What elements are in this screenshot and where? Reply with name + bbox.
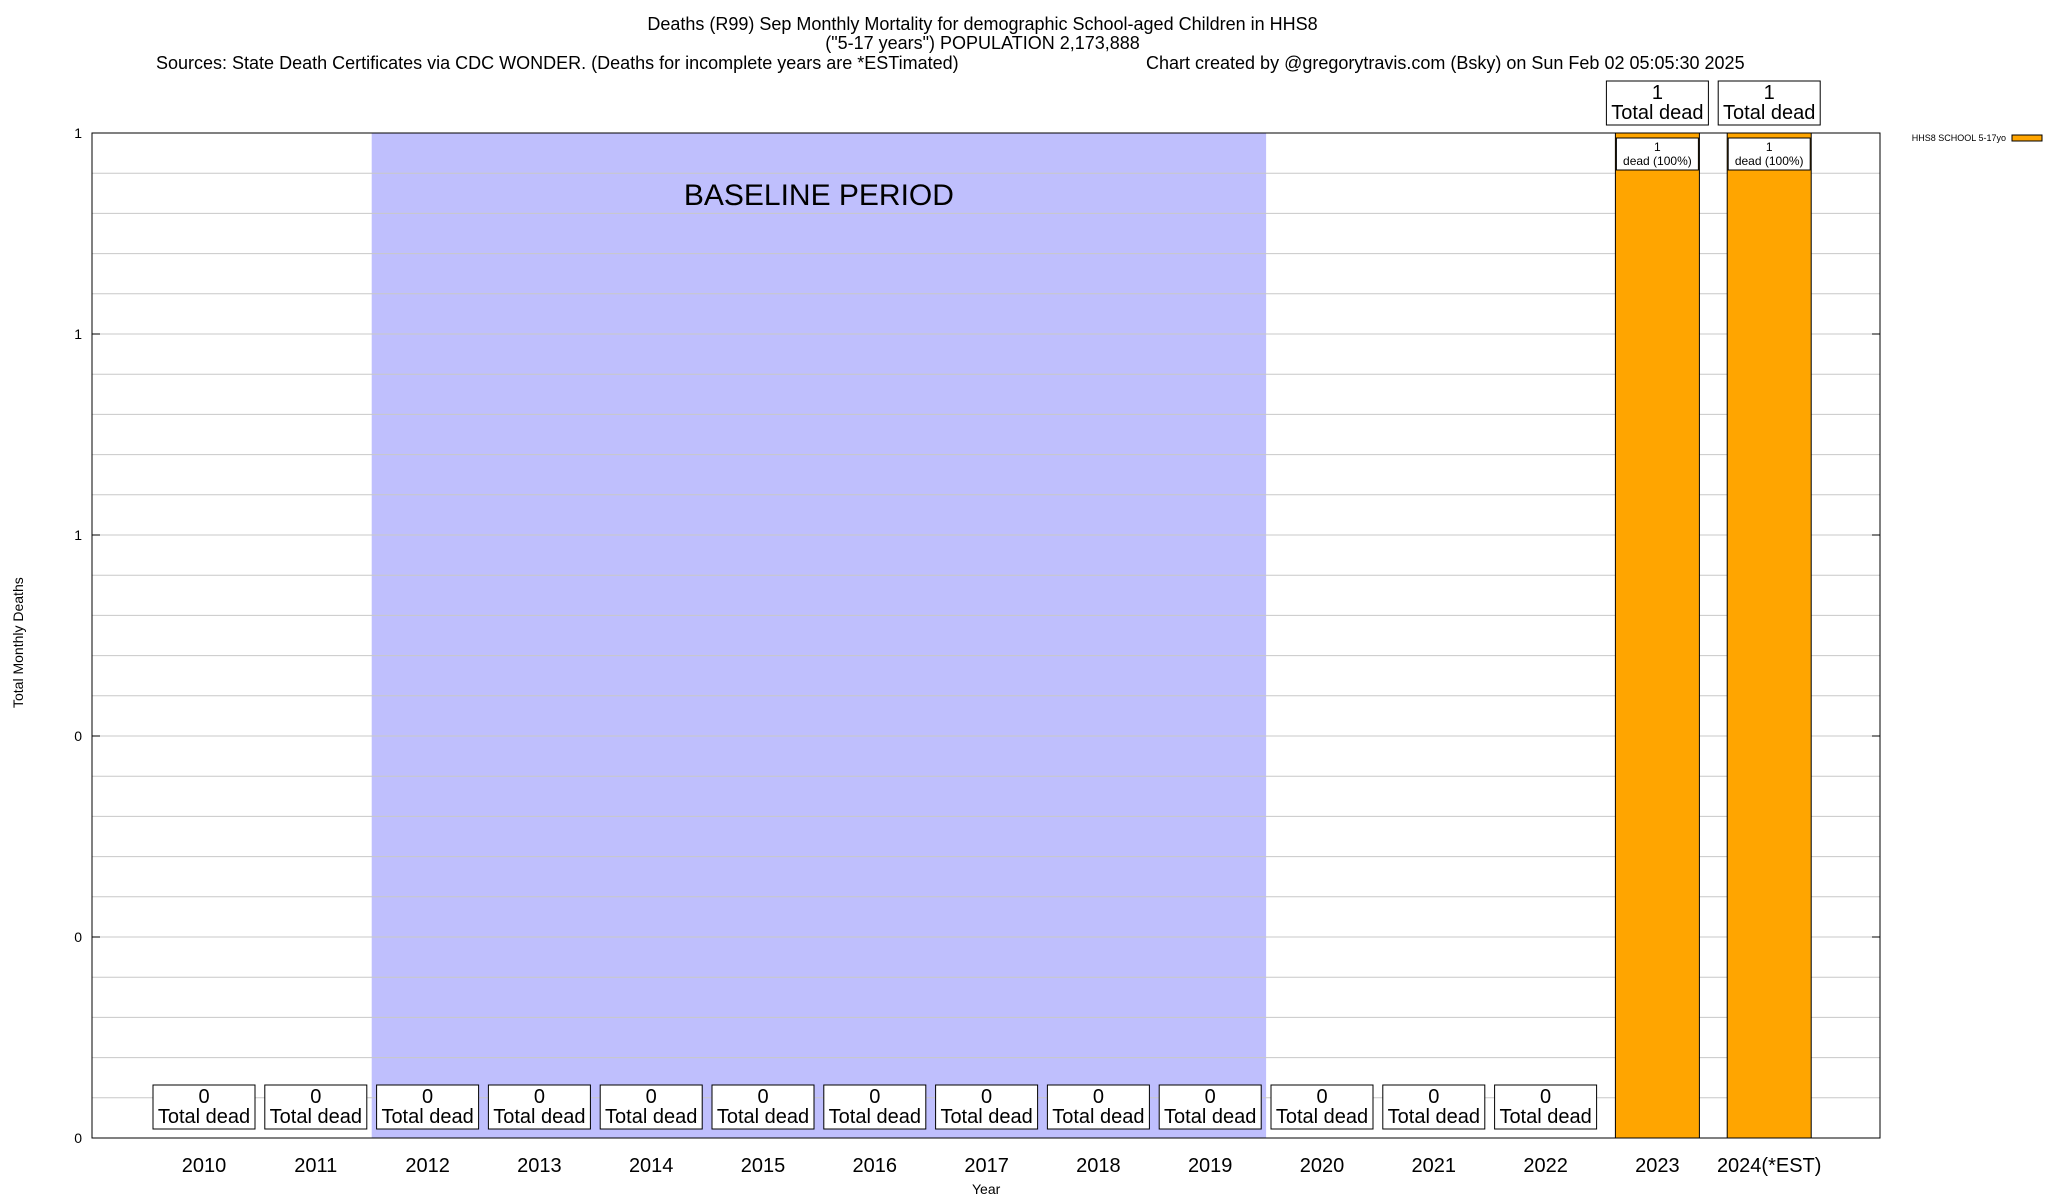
total-label-value: 1 — [1764, 82, 1775, 104]
total-label-text: Total dead — [1611, 102, 1703, 124]
x-tick-label: 2017 — [964, 1155, 1009, 1177]
chart-subtitle: ("5-17 years") POPULATION 2,173,888 — [825, 33, 1140, 53]
legend-label: HHS8 SCHOOL 5-17yo — [1912, 133, 2006, 143]
total-label-text: Total dead — [605, 1106, 697, 1128]
legend-swatch — [2011, 134, 2043, 142]
x-tick-label: 2024(*EST) — [1717, 1155, 1822, 1177]
x-tick-label: 2014 — [629, 1155, 674, 1177]
x-tick-label: 2022 — [1523, 1155, 1568, 1177]
total-label-value: 0 — [1316, 1086, 1327, 1108]
total-label-box — [487, 1084, 591, 1130]
total-label-box — [1494, 1084, 1598, 1130]
total-label-text: Total dead — [381, 1106, 473, 1128]
chart-title: Deaths (R99) Sep Monthly Mortality for d… — [647, 14, 1318, 34]
y-tick-label: 0 — [74, 1130, 82, 1146]
total-label-box — [1158, 1084, 1262, 1130]
y-tick-label: 1 — [74, 326, 82, 342]
total-label-value: 0 — [310, 1086, 321, 1108]
total-label-value: 0 — [869, 1086, 880, 1108]
total-label-text: Total dead — [1276, 1106, 1368, 1128]
total-label-value: 0 — [757, 1086, 768, 1108]
total-label-text: Total dead — [270, 1106, 362, 1128]
x-tick-label: 2021 — [1412, 1155, 1457, 1177]
total-label-value: 0 — [1428, 1086, 1439, 1108]
chart-sources: Sources: State Death Certificates via CD… — [156, 53, 959, 73]
x-tick-label: 2019 — [1188, 1155, 1233, 1177]
total-label-box — [1605, 80, 1709, 126]
x-tick-label: 2020 — [1300, 1155, 1345, 1177]
total-label-value: 1 — [1652, 82, 1663, 104]
total-label-box — [1270, 1084, 1374, 1130]
total-label-value: 0 — [422, 1086, 433, 1108]
total-label-text: Total dead — [493, 1106, 585, 1128]
total-label-box — [376, 1084, 480, 1130]
x-tick-label: 2010 — [182, 1155, 227, 1177]
y-tick-label: 1 — [74, 527, 82, 543]
segment-label-box — [1615, 137, 1699, 171]
total-label-text: Total dead — [717, 1106, 809, 1128]
total-label-text: Total dead — [158, 1106, 250, 1128]
segment-label-box — [1727, 137, 1811, 171]
total-label-box — [935, 1084, 1039, 1130]
total-label-box — [711, 1084, 815, 1130]
total-label-box — [1382, 1084, 1486, 1130]
segment-label: dead (100%) — [1623, 154, 1692, 168]
bar — [1726, 132, 1812, 1139]
total-label-value: 0 — [981, 1086, 992, 1108]
total-label-box — [1717, 80, 1821, 126]
y-tick-label: 0 — [74, 728, 82, 744]
x-tick-label: 2012 — [405, 1155, 450, 1177]
total-label-box — [264, 1084, 368, 1130]
x-axis-label: Year — [972, 1181, 1001, 1197]
y-tick-label: 0 — [74, 929, 82, 945]
total-label-value: 0 — [1540, 1086, 1551, 1108]
total-label-value: 0 — [646, 1086, 657, 1108]
segment-label: dead (100%) — [1735, 154, 1804, 168]
x-tick-label: 2013 — [517, 1155, 562, 1177]
total-label-text: Total dead — [1052, 1106, 1144, 1128]
baseline-region — [371, 133, 1267, 1138]
x-tick-label: 2016 — [853, 1155, 898, 1177]
bar — [1614, 132, 1700, 1139]
total-label-value: 0 — [198, 1086, 209, 1108]
x-tick-label: 2015 — [741, 1155, 786, 1177]
total-label-text: Total dead — [829, 1106, 921, 1128]
total-label-text: Total dead — [1388, 1106, 1480, 1128]
total-label-box — [152, 1084, 256, 1130]
total-label-box — [1046, 1084, 1150, 1130]
total-label-text: Total dead — [940, 1106, 1032, 1128]
x-tick-label: 2018 — [1076, 1155, 1121, 1177]
total-label-text: Total dead — [1499, 1106, 1591, 1128]
total-label-value: 0 — [1205, 1086, 1216, 1108]
total-label-value: 0 — [534, 1086, 545, 1108]
chart-credit: Chart created by @gregorytravis.com (Bsk… — [1146, 53, 1745, 73]
total-label-box — [599, 1084, 703, 1130]
segment-label: 1 — [1766, 140, 1773, 154]
x-tick-label: 2023 — [1635, 1155, 1680, 1177]
plot-border — [91, 132, 1881, 1139]
y-tick-label: 1 — [74, 125, 82, 141]
total-label-text: Total dead — [1723, 102, 1815, 124]
x-tick-label: 2011 — [294, 1155, 337, 1177]
total-label-text: Total dead — [1164, 1106, 1256, 1128]
y-axis-label: Total Monthly Deaths — [10, 577, 26, 708]
segment-label: 1 — [1654, 140, 1661, 154]
baseline-label: BASELINE PERIOD — [684, 179, 954, 212]
total-label-value: 0 — [1093, 1086, 1104, 1108]
total-label-box — [823, 1084, 927, 1130]
